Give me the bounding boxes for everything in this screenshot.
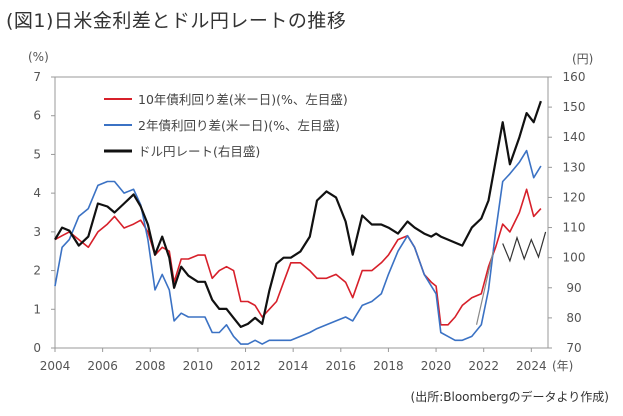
right-tick-label: 120 [563, 190, 586, 204]
left-tick-label: 0 [33, 341, 41, 355]
x-tick-label: 2008 [135, 359, 166, 373]
left-tick-label: 6 [33, 109, 41, 123]
series-line-0 [54, 188, 542, 326]
left-axis-unit: (%) [28, 50, 49, 64]
legend-label-0: 10年債利回り差(米ー日)(%、左目盛) [138, 92, 348, 107]
plot-frame [54, 76, 549, 349]
right-tick-label: 110 [563, 221, 586, 235]
x-tick-label: 2006 [87, 359, 118, 373]
right-tick-label: 160 [563, 70, 586, 84]
series-line-2 [54, 100, 542, 328]
chart-title: (図1)日米金利差とドル円レートの推移 [6, 10, 347, 32]
left-tick-label: 4 [33, 186, 41, 200]
source-note: (出所:Bloombergのデータより作成) [410, 390, 609, 404]
x-tick-label: 2018 [373, 359, 404, 373]
left-tick-label: 2 [33, 264, 41, 278]
annotation-arrow-line [475, 251, 494, 325]
x-tick-label: 2014 [278, 359, 309, 373]
right-tick-label: 130 [563, 160, 586, 174]
legend-label-1: 2年債利回り差(米ー日)(%、左目盛) [138, 118, 340, 133]
x-tick-label: 2010 [183, 359, 214, 373]
x-tick-label: 2024 [516, 359, 547, 373]
x-tick-label: 2012 [230, 359, 261, 373]
left-tick-label: 3 [33, 225, 41, 239]
series-line-1 [54, 149, 542, 345]
annotation-zigzag [502, 231, 547, 263]
left-tick-label: 5 [33, 147, 41, 161]
right-tick-label: 140 [563, 130, 586, 144]
x-tick-label: 2016 [326, 359, 357, 373]
right-tick-label: 100 [563, 251, 586, 265]
right-tick-label: 150 [563, 100, 586, 114]
right-tick-label: 90 [566, 281, 581, 295]
right-axis-unit: (円) [572, 52, 594, 66]
left-tick-label: 1 [33, 302, 41, 316]
x-tick-label: 2022 [468, 359, 499, 373]
x-tick-label: 2020 [421, 359, 452, 373]
x-axis-unit: (年) [552, 359, 573, 373]
x-tick-label: 2004 [40, 359, 71, 373]
right-tick-label: 70 [566, 341, 581, 355]
left-tick-label: 7 [33, 70, 41, 84]
right-tick-label: 80 [566, 311, 581, 325]
legend-label-2: ドル円レート(右目盛) [138, 144, 260, 159]
